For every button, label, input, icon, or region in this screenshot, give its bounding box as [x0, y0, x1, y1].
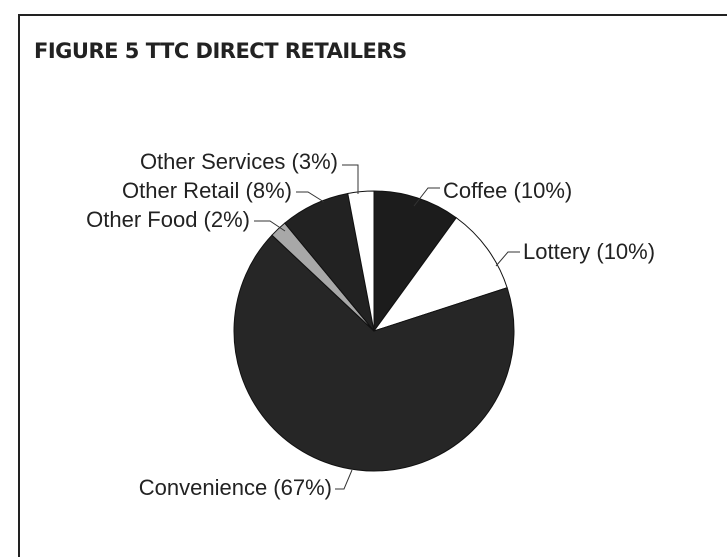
- pie-slice: [233, 234, 515, 472]
- leader-line: [342, 164, 359, 194]
- pie-slice: [347, 190, 375, 332]
- slice-label: Other Retail (8%): [122, 178, 292, 203]
- leader-line: [413, 187, 440, 207]
- chart-title: FIGURE 5 TTC DIRECT RETAILERS: [34, 39, 407, 63]
- leader-line: [296, 191, 325, 203]
- leader-line: [335, 469, 353, 490]
- slice-label: Lottery (10%): [523, 239, 655, 264]
- leader-line: [495, 251, 520, 267]
- slice-label: Coffee (10%): [443, 178, 572, 203]
- slice-label: Other Food (2%): [86, 207, 250, 232]
- leader-line: [254, 220, 286, 232]
- slice-label: Other Services (3%): [140, 149, 338, 174]
- pie-slice: [372, 217, 508, 332]
- slice-label: Convenience (67%): [139, 475, 332, 500]
- pie-slice: [373, 190, 457, 333]
